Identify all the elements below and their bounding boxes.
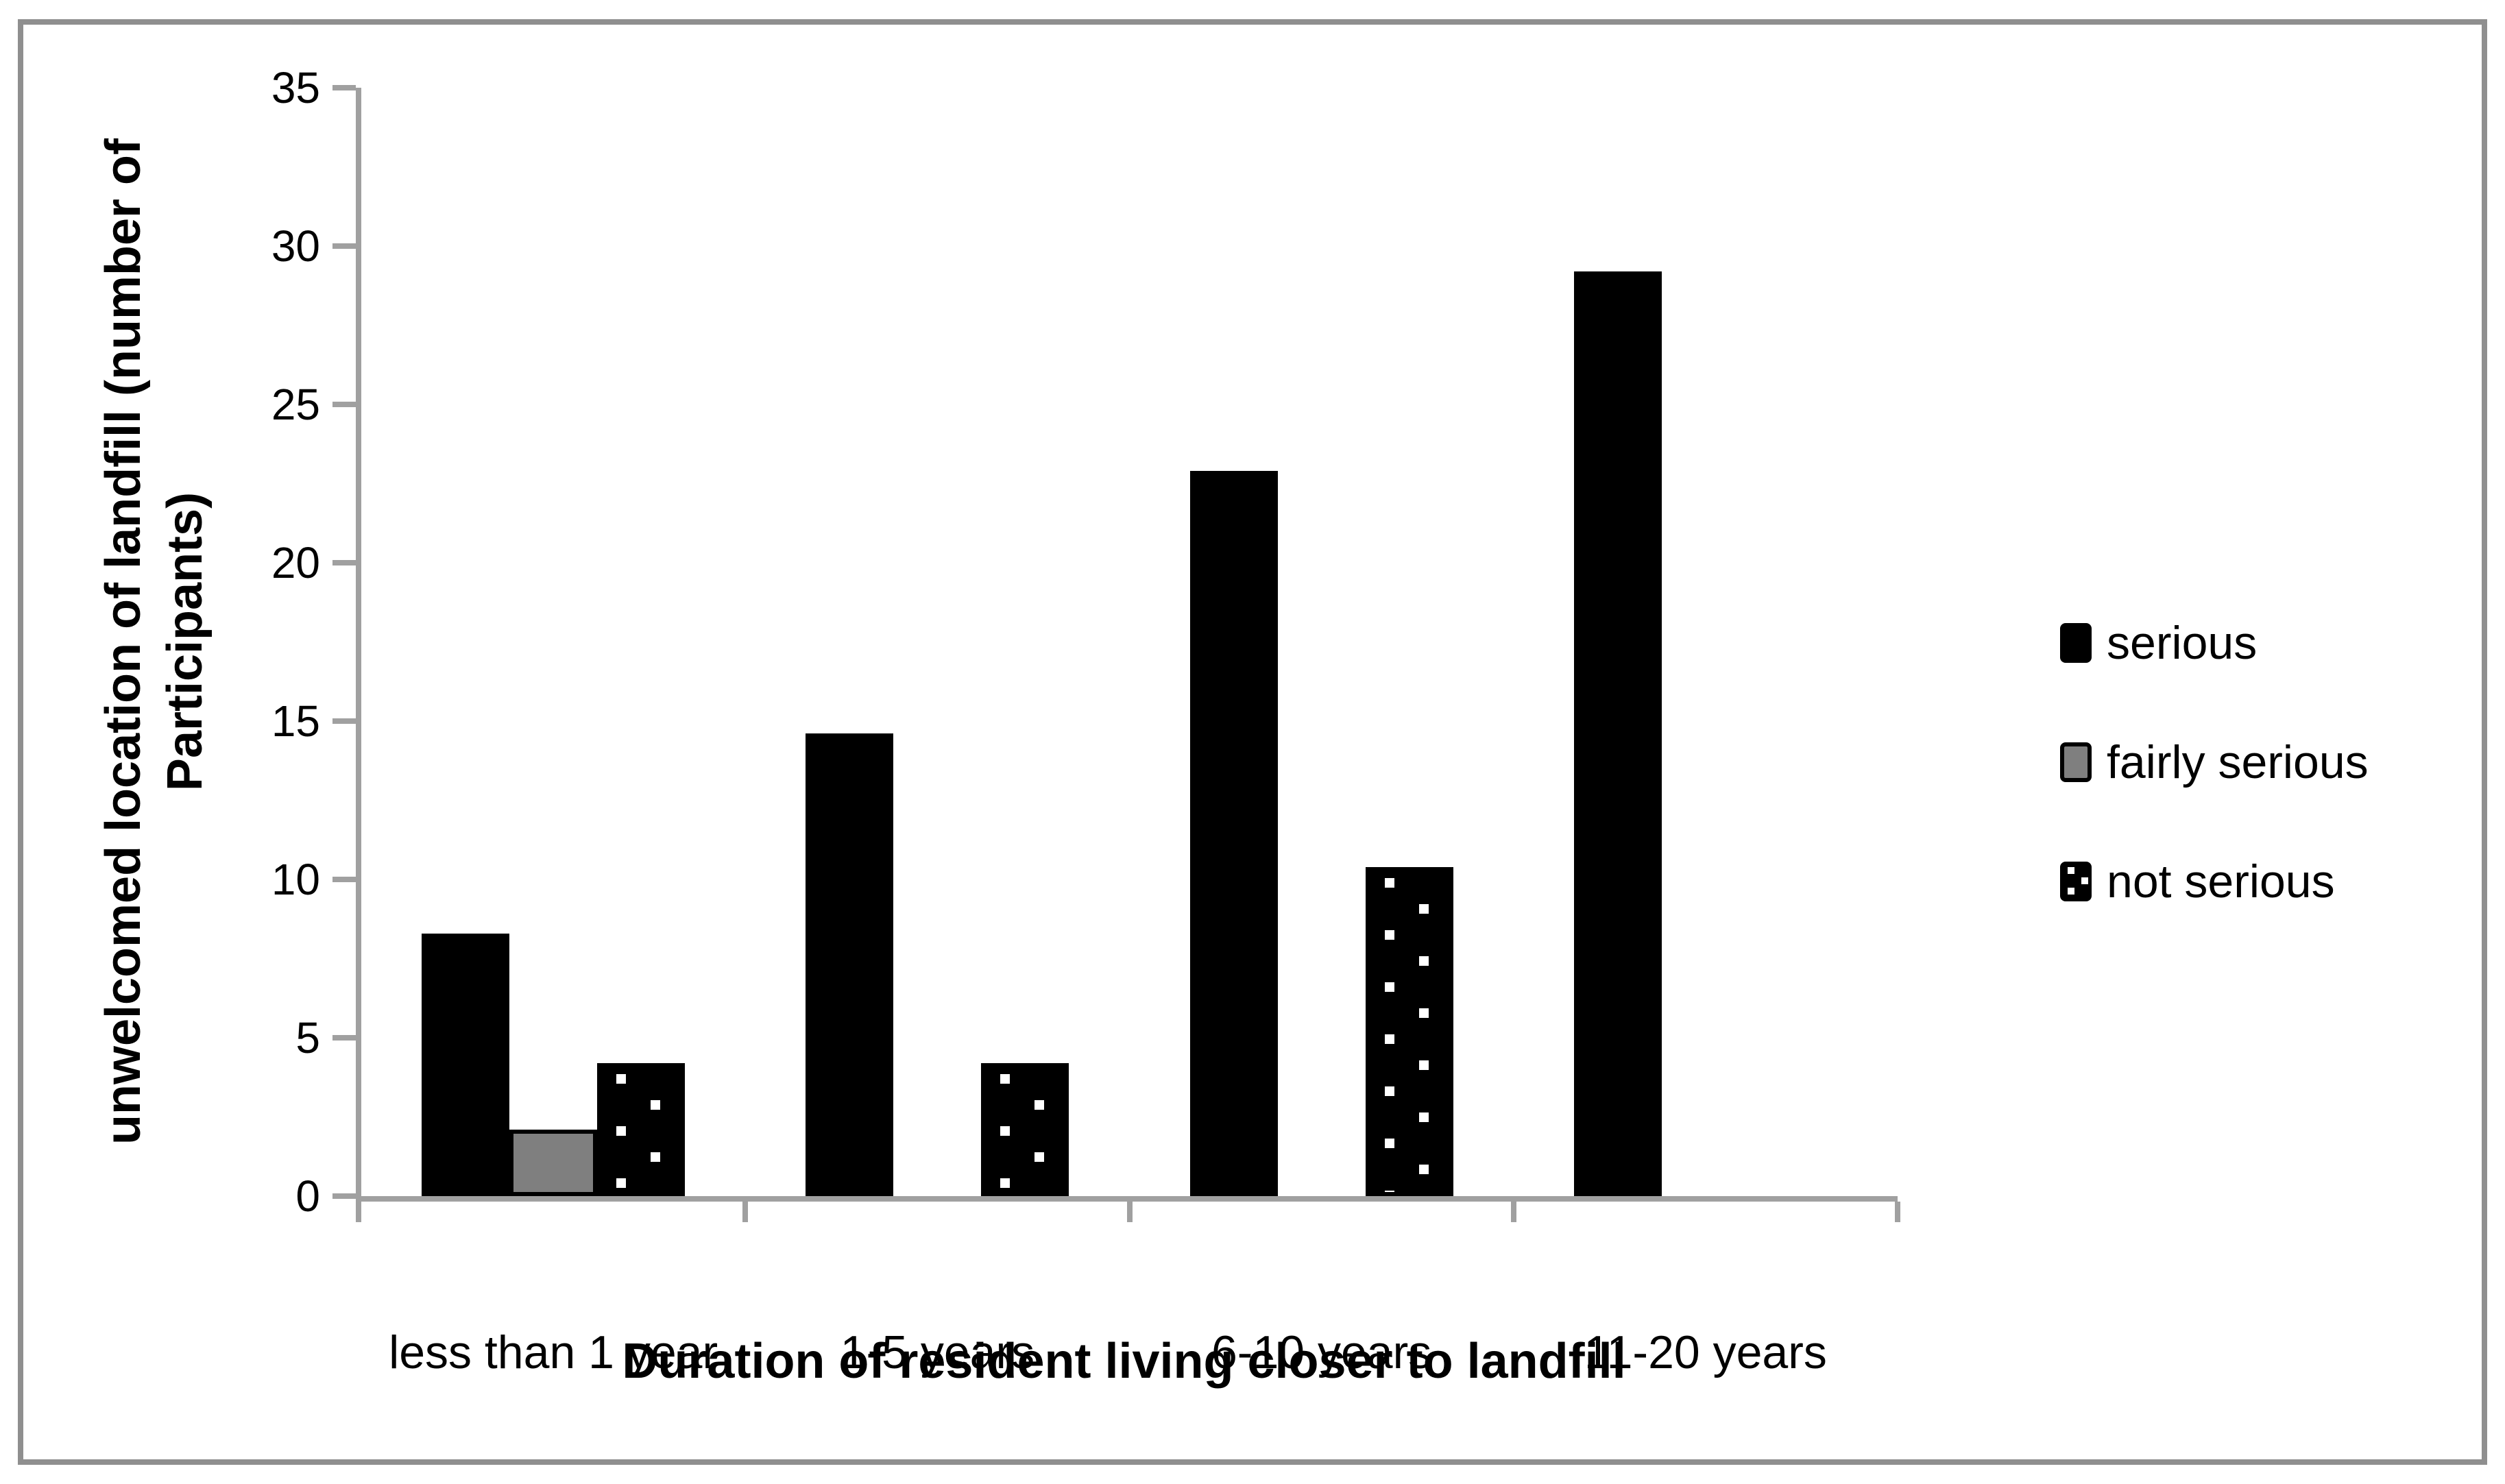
y-axis-tick [332,560,356,565]
y-tick-label: 35 [271,63,320,112]
bar-serious-less-than-1-year [422,933,510,1196]
x-axis-tick [742,1202,749,1222]
legend-swatch-fairly-serious-icon [2060,742,2092,782]
legend-item-not-serious: not serious [2060,855,2369,908]
y-tick-label: 15 [271,696,320,746]
x-axis-title: Duration of resident living closer to la… [622,1334,1626,1389]
legend-item-serious: serious [2060,616,2369,670]
bar-serious-6-10-years [1189,471,1278,1196]
category-label: 6-10 years [1211,1326,1432,1378]
bar-not-serious-6-10-years [1365,866,1453,1196]
bar-not-serious-less-than-1-year [597,1062,686,1196]
legend-label: not serious [2107,855,2335,908]
bar-fairly-serious-less-than-1-year [509,1129,598,1196]
category-label: 1-5 years [840,1326,1035,1378]
x-axis-tick [356,1202,361,1222]
y-tick-label: 10 [271,855,320,904]
y-tick-label: 5 [295,1013,320,1062]
y-axis-tick [332,243,356,249]
y-tick-label: 30 [271,221,320,271]
legend-swatch-not-serious-icon [2060,862,2092,901]
bar-not-serious-1-5-years [981,1062,1069,1196]
y-tick-label: 20 [271,538,320,587]
y-axis-tick [332,1035,356,1041]
y-axis-tick [332,877,356,882]
legend: serious fairly serious not serious [2060,616,2369,974]
y-tick-label: 0 [295,1171,320,1221]
category-label: less than 1 year [389,1326,718,1378]
x-axis-tick [1510,1202,1516,1222]
bar-serious-1-5-years [806,733,894,1196]
y-axis-tick [332,402,356,407]
legend-swatch-serious-icon [2060,623,2092,663]
figure-border [18,19,2487,1465]
y-axis-tick [332,718,356,724]
x-axis-tick [1895,1202,1900,1222]
y-tick-label: 25 [271,380,320,429]
legend-item-fairly-serious: fairly serious [2060,735,2369,789]
plot-area: 0 5 10 15 20 25 30 35 less than 1 year 1-5 years 6… [271,63,1900,1378]
legend-label: fairly serious [2107,736,2369,788]
bar-serious-11-20-years [1573,271,1662,1196]
category-label: 11-20 years [1584,1326,1827,1378]
legend-label: serious [2107,617,2258,669]
y-axis-tick [332,1193,356,1199]
y-axis-tick [332,85,356,90]
x-axis-tick [1126,1202,1133,1222]
